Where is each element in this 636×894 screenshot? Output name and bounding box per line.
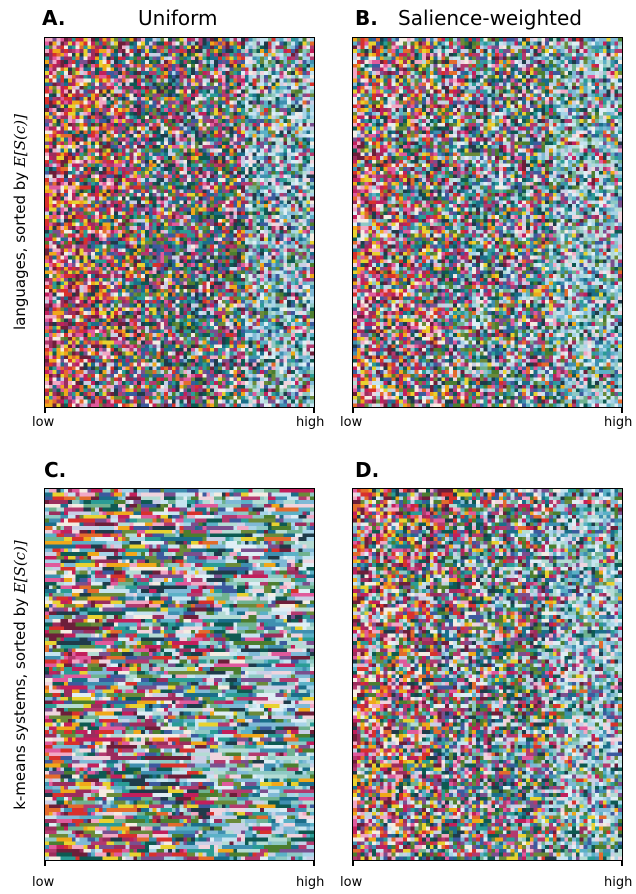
x-tick-label-low-a: low — [32, 415, 55, 430]
x-tick-high-d — [621, 861, 623, 866]
panel-label-d: D. — [355, 458, 380, 482]
heatmap-panel-b — [352, 37, 623, 408]
x-tick-low-b — [352, 408, 354, 413]
x-tick-label-low-b: low — [340, 415, 363, 430]
heatmap-canvas-c — [45, 489, 314, 860]
x-tick-high-c — [313, 861, 315, 866]
y-axis-label-bottom: k-means systems, sorted by E[S(c)] — [11, 540, 29, 810]
y-axis-label-bottom-text: k-means systems, sorted by — [11, 593, 29, 810]
panel-label-b: B. — [355, 6, 378, 30]
panel-title-a: Uniform — [138, 6, 218, 30]
x-tick-label-low-c: low — [32, 875, 55, 890]
y-axis-label-top-math: E[S(c)] — [11, 114, 29, 168]
heatmap-panel-c — [44, 488, 315, 861]
y-axis-label-top-text: languages, sorted by — [11, 167, 29, 330]
x-tick-label-low-d: low — [340, 875, 363, 890]
x-tick-high-a — [313, 408, 315, 413]
x-tick-label-high-a: high — [296, 415, 325, 430]
heatmap-canvas-b — [353, 38, 622, 407]
x-tick-low-d — [352, 861, 354, 866]
x-tick-high-b — [621, 408, 623, 413]
heatmap-panel-a — [44, 37, 315, 408]
x-tick-label-high-b: high — [604, 415, 633, 430]
heatmap-panel-d — [352, 488, 623, 861]
x-tick-low-c — [44, 861, 46, 866]
y-axis-label-bottom-math: E[S(c)] — [11, 540, 29, 594]
x-tick-label-high-d: high — [604, 875, 633, 890]
panel-label-a: A. — [42, 6, 66, 30]
heatmap-canvas-d — [353, 489, 622, 860]
heatmap-canvas-a — [45, 38, 314, 407]
x-tick-low-a — [44, 408, 46, 413]
panel-title-b: Salience-weighted — [398, 6, 582, 30]
y-axis-label-top: languages, sorted by E[S(c)] — [11, 114, 29, 330]
x-tick-label-high-c: high — [296, 875, 325, 890]
panel-label-c: C. — [44, 458, 67, 482]
